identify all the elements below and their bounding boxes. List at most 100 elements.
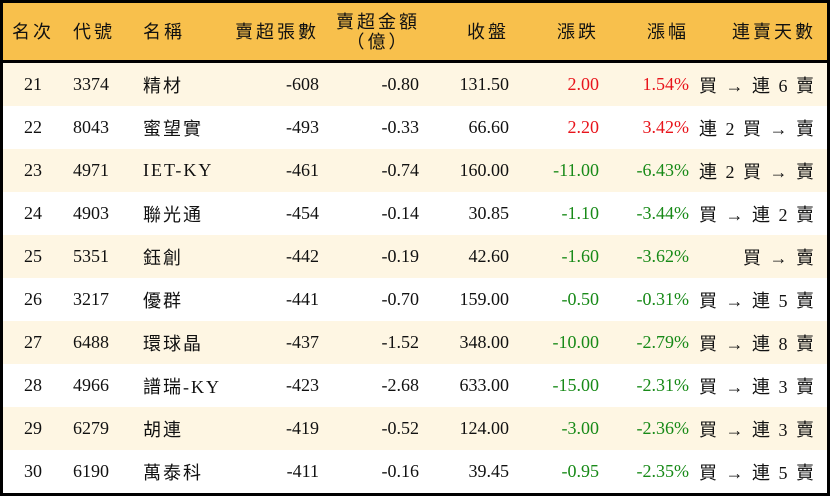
- cell-sell-volume: -454: [286, 203, 319, 223]
- cell-name: 萬泰科: [143, 462, 203, 483]
- cell-sell-amount: -0.19: [381, 246, 420, 266]
- cell-change-pct: -2.79%: [636, 332, 690, 352]
- cell-rank: 27: [24, 332, 42, 352]
- cell-sell-amount: -0.80: [381, 74, 420, 94]
- cell-name: 聯光通: [143, 204, 203, 225]
- cell-change-pct: -3.62%: [636, 246, 690, 266]
- cell-change: 2.20: [567, 117, 600, 137]
- cell-streak: 買 → 連 5 賣: [699, 290, 816, 311]
- table-row: 27 6488 環球晶 -437 -1.52 348.00 -10.00 -2.79% 買 → …: [3, 321, 827, 364]
- cell-code: 4903: [73, 203, 109, 223]
- cell-code: 4966: [73, 375, 109, 395]
- table-row: 24 4903 聯光通 -454 -0.14 30.85 -1.10 -3.44% 買 → 連 …: [3, 192, 827, 235]
- cell-change: -1.10: [561, 203, 600, 223]
- cell-code: 6279: [73, 418, 109, 438]
- cell-sell-amount: -1.52: [381, 332, 420, 352]
- cell-code: 8043: [73, 117, 109, 137]
- cell-change: -11.00: [553, 160, 599, 180]
- cell-sell-amount: -0.16: [381, 461, 420, 481]
- cell-rank: 21: [24, 74, 42, 94]
- cell-name: 優群: [143, 290, 183, 311]
- cell-rank: 30: [24, 461, 42, 481]
- cell-name: 蜜望實: [143, 118, 203, 139]
- cell-close: 30.85: [468, 203, 510, 223]
- cell-sell-volume: -441: [286, 289, 319, 309]
- cell-sell-amount: -0.33: [381, 117, 420, 137]
- cell-sell-volume: -442: [286, 246, 319, 266]
- cell-rank: 29: [24, 418, 42, 438]
- table-row: 23 4971 IET-KY -461 -0.74 160.00 -11.00 -6.43% 連…: [3, 149, 827, 192]
- cell-close: 39.45: [468, 461, 510, 481]
- table-row: 25 5351 鈺創 -442 -0.19 42.60 -1.60 -3.62% 買 → 賣: [3, 235, 827, 278]
- cell-change: -1.60: [561, 246, 600, 266]
- cell-streak: 連 2 買 → 賣: [699, 161, 816, 182]
- cell-name: 環球晶: [143, 333, 203, 354]
- cell-close: 160.00: [459, 160, 510, 180]
- cell-streak: 連 2 買 → 賣: [699, 118, 816, 139]
- cell-change: -0.50: [561, 289, 600, 309]
- cell-change-pct: -0.31%: [636, 289, 690, 309]
- cell-name: 胡連: [143, 419, 183, 440]
- table-row: 29 6279 胡連 -419 -0.52 124.00 -3.00 -2.36% 買 → 連 …: [3, 407, 827, 450]
- cell-code: 3374: [73, 74, 109, 94]
- cell-sell-volume: -437: [286, 332, 319, 352]
- cell-close: 348.00: [459, 332, 510, 352]
- cell-sell-volume: -411: [286, 461, 319, 481]
- cell-rank: 24: [24, 203, 42, 223]
- cell-streak: 買 → 連 3 賣: [699, 376, 816, 397]
- cell-change-pct: -2.36%: [636, 418, 690, 438]
- header-rank: 名次: [12, 21, 54, 42]
- header-close: 收盤: [467, 21, 509, 42]
- cell-sell-volume: -419: [286, 418, 319, 438]
- cell-rank: 26: [24, 289, 42, 309]
- cell-change-pct: -3.44%: [636, 203, 690, 223]
- cell-sell-amount: -0.52: [381, 418, 420, 438]
- cell-close: 66.60: [468, 117, 510, 137]
- table-row: 21 3374 精材 -608 -0.80 131.50 2.00 1.54% 買 → 連 6 …: [3, 63, 827, 106]
- table-row: 28 4966 譜瑞-KY -423 -2.68 633.00 -15.00 -2.31% 買 …: [3, 364, 827, 407]
- cell-streak: 買 → 連 3 賣: [699, 419, 816, 440]
- cell-sell-volume: -608: [286, 74, 319, 94]
- cell-close: 131.50: [459, 74, 510, 94]
- cell-change: -3.00: [561, 418, 600, 438]
- cell-name: 鈺創: [143, 247, 183, 268]
- table-row: 22 8043 蜜望實 -493 -0.33 66.60 2.20 3.42% 連 2 買 → …: [3, 106, 827, 149]
- cell-sell-volume: -461: [286, 160, 319, 180]
- header-name: 名稱: [143, 21, 185, 42]
- cell-rank: 23: [24, 160, 42, 180]
- cell-change-pct: 3.42%: [642, 117, 690, 137]
- cell-rank: 22: [24, 117, 42, 137]
- cell-sell-amount: -0.14: [381, 203, 420, 223]
- cell-change: -0.95: [561, 461, 600, 481]
- cell-sell-amount: -0.70: [381, 289, 420, 309]
- cell-change-pct: 1.54%: [642, 74, 690, 94]
- cell-streak: 買 → 連 5 賣: [699, 462, 816, 483]
- cell-rank: 25: [24, 246, 42, 266]
- cell-change: -15.00: [552, 375, 600, 395]
- header-change: 漲跌: [557, 21, 599, 42]
- header-streak: 連賣天數: [732, 21, 816, 42]
- cell-close: 633.00: [459, 375, 510, 395]
- cell-close: 124.00: [459, 418, 510, 438]
- cell-change: 2.00: [567, 74, 600, 94]
- table-body: 21 3374 精材 -608 -0.80 131.50 2.00 1.54% 買 → 連 6 …: [3, 63, 827, 493]
- cell-code: 6190: [73, 461, 109, 481]
- cell-streak: 買 → 賣: [743, 247, 816, 268]
- cell-close: 42.60: [468, 246, 510, 266]
- cell-name: 精材: [143, 75, 183, 96]
- cell-close: 159.00: [459, 289, 510, 309]
- header-sell-volume: 賣超張數: [235, 21, 319, 42]
- cell-code: 4971: [73, 160, 109, 180]
- header-code: 代號: [73, 21, 115, 42]
- cell-change-pct: -2.35%: [636, 461, 690, 481]
- cell-change-pct: -6.43%: [636, 160, 690, 180]
- cell-sell-volume: -493: [286, 117, 319, 137]
- cell-streak: 買 → 連 2 賣: [699, 204, 816, 225]
- header-change-pct: 漲幅: [647, 21, 689, 42]
- table-header: 名次 代號 名稱 賣超張數 賣超金額 （億） 收盤 漲跌 漲幅 連賣天數: [3, 3, 827, 63]
- cell-rank: 28: [24, 375, 42, 395]
- table-row: 26 3217 優群 -441 -0.70 159.00 -0.50 -0.31% 買 → 連 …: [3, 278, 827, 321]
- cell-code: 6488: [73, 332, 109, 352]
- header-sell-amount: 賣超金額 （億）: [333, 3, 423, 60]
